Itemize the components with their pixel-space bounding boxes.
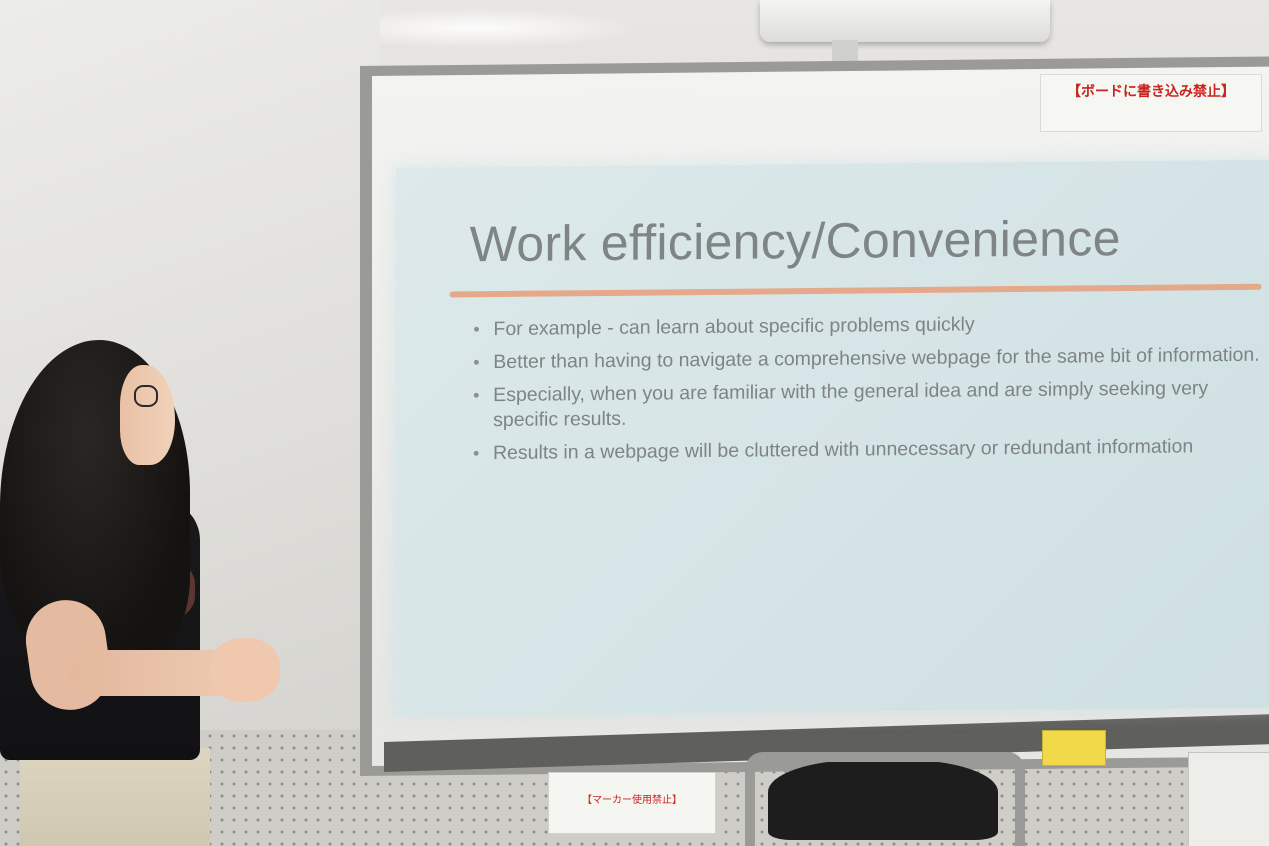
chair-seat: [768, 760, 998, 840]
wall-outlet-panel: [1188, 752, 1269, 846]
bullet-item: Better than having to navigate a compreh…: [473, 343, 1263, 376]
bullet-list: For example - can learn about specific p…: [473, 310, 1264, 475]
no-writing-notice-text: 【ボードに書き込み禁止】: [1067, 84, 1235, 100]
bullet-item: Especially, when you are familiar with t…: [473, 376, 1263, 434]
bullet-item: For example - can learn about specific p…: [473, 310, 1263, 343]
projected-slide: Work efficiency/Convenience For example …: [394, 159, 1269, 717]
chair-frame: [745, 752, 1025, 846]
presenter-hands: [210, 638, 280, 702]
no-writing-notice: 【ボードに書き込み禁止】: [1040, 74, 1262, 132]
equipment-tag: [1042, 730, 1106, 766]
presenter-face: [120, 365, 175, 465]
presenter-glasses: [134, 385, 158, 407]
no-marker-notice: 【マーカー使用禁止】: [548, 772, 716, 834]
presenter-pants: [20, 748, 210, 846]
ceiling-projector: [760, 0, 1050, 42]
slide-title: Work efficiency/Convenience: [469, 210, 1121, 273]
bullet-item: Results in a webpage will be cluttered w…: [473, 434, 1263, 467]
title-underline: [449, 283, 1262, 298]
no-marker-notice-text: 【マーカー使用禁止】: [582, 795, 682, 806]
